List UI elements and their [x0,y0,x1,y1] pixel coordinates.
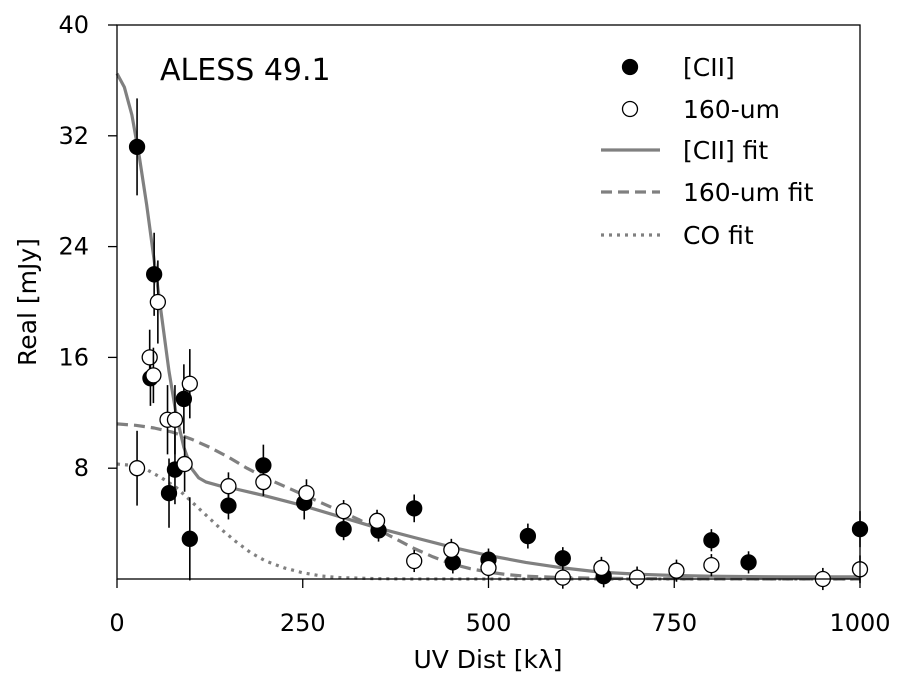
x-axis-ticks: 0 250 500 750 1000 [109,579,891,637]
um160-point [220,478,237,495]
x-tick-label: 750 [651,609,697,637]
cii-point [740,554,757,571]
legend-marker [621,100,639,118]
y-axis-label: Real [mJy] [13,238,42,366]
y-axis-ticks: 8 16 24 32 40 [58,11,117,482]
cii-point [181,530,198,547]
y-tick-label: 32 [58,122,89,150]
x-tick-label: 500 [466,609,512,637]
cii-point [554,550,571,567]
um160-point [593,559,610,577]
um160-point [128,460,146,477]
um160-point [703,557,720,574]
um160-point [176,455,193,473]
cii-point [145,266,163,283]
y-tick-label: 8 [74,454,89,482]
x-tick-label: 0 [109,609,124,637]
cii-point [335,520,352,538]
cii-point [703,532,720,549]
cii-point [160,484,178,502]
um160-point [181,375,198,392]
um160-point [149,293,167,311]
um160-point [335,502,352,520]
legend-label: 160-um fit [683,178,814,207]
y-tick-label: 24 [58,233,89,261]
legend-label: [CII] [683,53,735,82]
cii-point [175,390,193,408]
legend-marker [621,58,639,76]
plot-background [117,25,860,579]
legend: [CII] 160-um [CII] fit 160-um fit CO fit [601,53,814,250]
cii-point [519,527,537,545]
y-tick-label: 16 [58,343,89,371]
um160-point [406,552,423,570]
um160-point [255,473,272,491]
legend-label: CO fit [683,221,754,250]
um160-point [298,484,315,502]
um160-point [166,411,184,428]
um160-point [443,541,460,559]
cii-point [406,500,423,517]
cii-point [128,138,146,156]
legend-label: [CII] fit [683,136,768,165]
chart-annotation: ALESS 49.1 [160,53,331,88]
um160-point [141,349,158,366]
um160-point [145,367,162,384]
um160-point [368,512,386,529]
cii-point [220,497,237,514]
um160-point [668,562,685,579]
um160-point [628,569,646,586]
x-tick-label: 250 [280,609,326,637]
y-tick-label: 40 [58,11,89,39]
x-tick-label: 1000 [829,609,890,637]
um160-point [480,559,497,577]
um160-point [554,569,571,586]
x-axis-label: UV Dist [kλ] [413,645,562,674]
legend-label: 160-um [683,95,780,124]
